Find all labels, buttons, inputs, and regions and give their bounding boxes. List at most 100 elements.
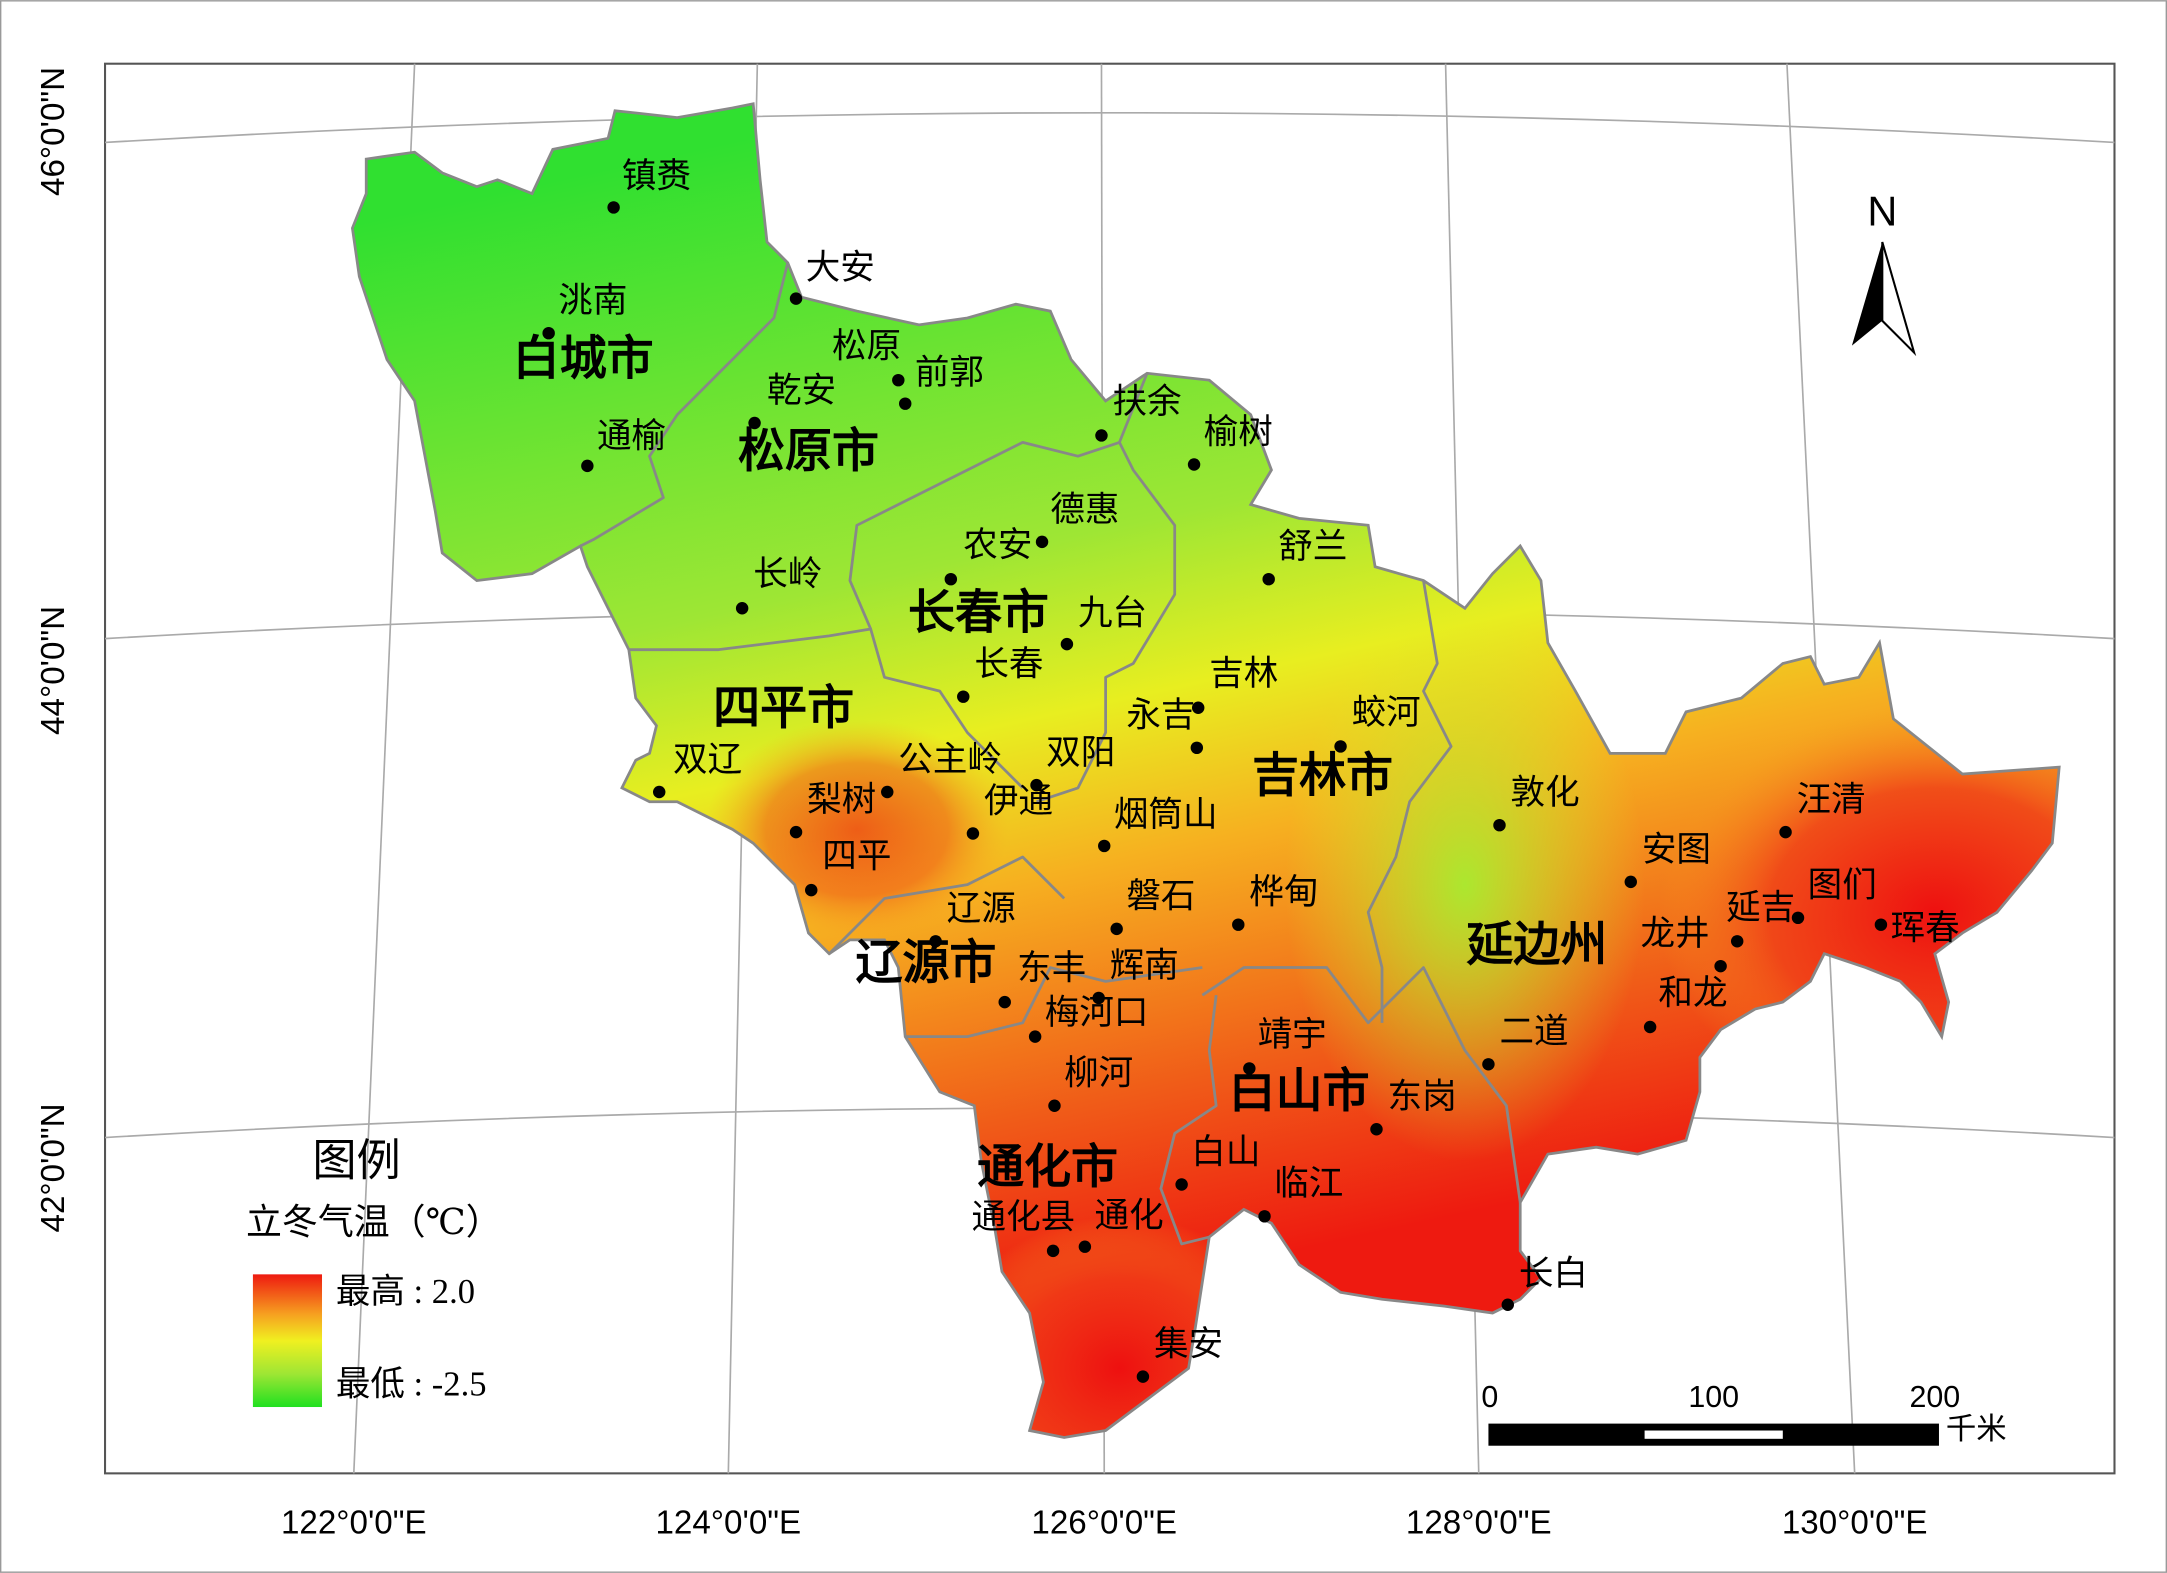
region-label: 通化市 (977, 1142, 1118, 1194)
station-dot (881, 785, 894, 799)
station-label: 图们 (1808, 867, 1877, 905)
station-label: 公主岭 (898, 741, 1002, 779)
region-label: 松原市 (738, 426, 879, 478)
station-label: 永吉 (1126, 697, 1195, 735)
station-label: 延吉 (1726, 889, 1795, 927)
station-label: 松原 (832, 328, 901, 366)
station-label: 前郭 (915, 354, 984, 392)
y-axis-label: 42°0'0"N (35, 1103, 72, 1232)
station-dot (1262, 572, 1275, 586)
station-dot (929, 935, 942, 948)
station-label: 长白 (1519, 1255, 1588, 1293)
station-dot (1030, 778, 1043, 792)
station-label: 舒兰 (1278, 528, 1347, 566)
station-label: 长春 (974, 646, 1043, 684)
station-label: 柳河 (1064, 1055, 1133, 1093)
station-dot (1190, 741, 1204, 755)
station-label: 辽源 (947, 890, 1016, 928)
station-dot (1175, 1178, 1188, 1191)
scale-bar: 0 100 200 千米 (1481, 1380, 2006, 1446)
station-label: 蛟河 (1352, 694, 1421, 732)
station-dot (581, 459, 594, 473)
station-label: 白山 (1191, 1133, 1260, 1171)
station-label: 榆树 (1204, 413, 1273, 451)
station-label: 东丰 (1017, 950, 1086, 988)
scale-unit: 千米 (1946, 1412, 2007, 1446)
station-dot (1258, 1210, 1271, 1223)
station-label: 烟筒山 (1114, 796, 1218, 834)
station-dot (607, 201, 620, 214)
station-label: 东岗 (1388, 1078, 1457, 1116)
station-label: 德惠 (1050, 491, 1119, 529)
y-axis-label: 46°0'0"N (35, 67, 72, 196)
station-label: 大安 (806, 249, 875, 287)
station-label: 龙井 (1640, 915, 1709, 953)
station-label: 镇赉 (622, 158, 691, 196)
station-label: 安图 (1642, 831, 1711, 869)
station-dot (653, 785, 666, 799)
north-label: N (1867, 187, 1897, 234)
station-label: 辉南 (1110, 947, 1179, 985)
legend-low: 最低 : -2.5 (336, 1366, 487, 1404)
station-label: 珲春 (1891, 910, 1960, 948)
station-dot (957, 690, 970, 703)
station-dot (1187, 458, 1201, 471)
station-label: 敦化 (1511, 774, 1580, 812)
x-axis-label: 130°0'0"E (1782, 1504, 1928, 1541)
station-dot (1098, 839, 1111, 853)
station-dot (966, 827, 980, 840)
station-dot (1874, 918, 1888, 931)
station-dot (944, 572, 958, 586)
station-label: 通化县 (972, 1198, 1076, 1236)
station-label: 长岭 (753, 556, 822, 594)
station-dot (1060, 637, 1074, 651)
region-label: 白城市 (513, 333, 654, 385)
station-dot (1714, 959, 1727, 973)
station-dot (789, 292, 803, 305)
station-dot (1078, 1240, 1092, 1253)
station-dot (1370, 1123, 1383, 1136)
legend-ramp (252, 1274, 323, 1408)
station-dot (789, 825, 803, 839)
station-dot (1243, 1062, 1256, 1075)
station-label: 桦甸 (1249, 874, 1318, 912)
x-axis-label: 122°0'0"E (281, 1504, 427, 1541)
station-dot (1191, 701, 1205, 714)
station-label: 靖宇 (1258, 1016, 1327, 1054)
station-label: 扶余 (1113, 383, 1182, 421)
station-dot (748, 416, 761, 430)
station-dot (1035, 535, 1049, 549)
legend-high: 最高 : 2.0 (336, 1273, 475, 1311)
station-dot (1624, 875, 1637, 889)
region-label: 长春市 (908, 588, 1049, 640)
station-label: 洮南 (558, 282, 627, 320)
station-dot (1791, 911, 1805, 925)
station-dot (899, 397, 912, 410)
y-axis-label: 44°0'0"N (35, 606, 72, 735)
legend-title: 图例 (312, 1136, 400, 1185)
x-axis-label: 126°0'0"E (1031, 1504, 1177, 1541)
boundaries (579, 262, 1522, 1246)
station-label: 吉林 (1209, 655, 1278, 693)
station-label: 临江 (1274, 1165, 1343, 1203)
station-label: 通榆 (597, 418, 666, 456)
station-label: 双辽 (673, 741, 742, 779)
legend-subtitle: 立冬气温（℃） (246, 1202, 502, 1242)
station-dot (892, 373, 905, 387)
station-label: 集安 (1154, 1326, 1223, 1364)
station-label: 梅河口 (1045, 994, 1149, 1032)
legend: 图例 立冬气温（℃） 最高 : 2.0 最低 : -2.5 (246, 1136, 502, 1408)
station-dot (1048, 1099, 1061, 1112)
station-label: 伊通 (984, 782, 1053, 820)
station-dot (1046, 1244, 1060, 1258)
station-dot (1092, 991, 1105, 1005)
region-label: 吉林市 (1252, 751, 1393, 803)
station-dot (1095, 429, 1108, 442)
station-dot (1730, 935, 1744, 948)
station-label: 和龙 (1658, 974, 1727, 1012)
station-label: 磐石 (1126, 878, 1195, 916)
station-label: 二道 (1499, 1013, 1568, 1051)
scale-tick: 100 (1688, 1380, 1739, 1414)
